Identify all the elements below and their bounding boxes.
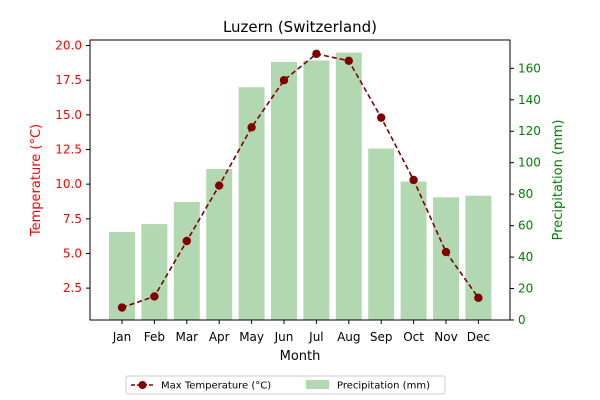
left-tick-label-3: 10.0 xyxy=(55,177,82,191)
left-tick-label-1: 5.0 xyxy=(63,246,82,260)
axes-layer: Jan Feb Mar Apr May Jun Jul Aug Sep Oct Nov Dec 2.5 5… xyxy=(55,39,541,344)
x-tick-label-feb: Feb xyxy=(144,330,165,344)
point-dec xyxy=(474,293,483,303)
right-tick-label-7: 140 xyxy=(518,93,541,107)
left-tick-label-4: 12.5 xyxy=(55,143,82,157)
x-axis-label: Month xyxy=(280,349,321,364)
x-tick-label-jan: Jan xyxy=(112,330,132,344)
x-tick-label-may: May xyxy=(239,330,264,344)
point-jun xyxy=(279,75,289,85)
point-sep xyxy=(377,113,386,122)
right-tick-label-3: 60 xyxy=(518,219,533,233)
bar-jul xyxy=(303,60,330,321)
legend-label-temperature: Max Temperature (°C) xyxy=(161,381,271,392)
right-tick-label-8: 160 xyxy=(518,61,541,75)
point-jul xyxy=(312,49,321,59)
right-tick-label-5: 100 xyxy=(518,156,541,170)
plot-frame xyxy=(89,39,511,321)
point-oct xyxy=(409,175,418,185)
x-tick-label-dec: Dec xyxy=(467,330,490,344)
legend-bar-swatch xyxy=(306,380,329,389)
point-feb xyxy=(150,292,159,301)
left-tick-label-2: 7.5 xyxy=(63,212,82,226)
bar-feb xyxy=(141,224,168,320)
bar-nov xyxy=(433,197,459,320)
bar-mar xyxy=(173,202,200,320)
x-tick-label-sep: Sep xyxy=(370,330,393,344)
bars-layer xyxy=(109,52,492,321)
point-aug xyxy=(344,56,353,65)
x-tick-label-nov: Nov xyxy=(434,330,457,344)
left-tick-label-0: 2.5 xyxy=(63,281,82,295)
legend-line-marker xyxy=(138,381,147,389)
legend: Max Temperature (°C) Precipitation (mm) xyxy=(125,375,446,395)
right-tick-label-6: 120 xyxy=(518,124,541,138)
right-axis-label: Precipitation (mm) xyxy=(551,120,566,241)
right-tick-label-0: 0 xyxy=(518,313,526,327)
x-tick-label-mar: Mar xyxy=(175,330,198,344)
left-axis-label: Temperature (°C) xyxy=(29,124,44,237)
right-tick-label-1: 20 xyxy=(518,282,533,296)
temperature-line xyxy=(121,52,480,309)
bar-sep xyxy=(368,148,395,320)
chart-title: Luzern (Switzerland) xyxy=(223,18,377,36)
bar-jun xyxy=(271,62,297,321)
left-tick-label-5: 15.0 xyxy=(55,108,82,122)
left-tick-label-7: 20.0 xyxy=(55,39,82,53)
right-tick-label-4: 80 xyxy=(518,187,533,201)
line-layer xyxy=(117,49,483,312)
legend-label-precipitation: Precipitation (mm) xyxy=(337,381,430,392)
x-tick-label-apr: Apr xyxy=(209,330,230,344)
right-tick-label-2: 40 xyxy=(518,250,533,264)
point-mar xyxy=(182,236,191,246)
x-tick-label-jul: Jul xyxy=(308,330,323,344)
point-apr xyxy=(215,181,224,190)
bar-apr xyxy=(206,168,233,320)
point-nov xyxy=(441,247,451,257)
x-tick-label-oct: Oct xyxy=(403,330,424,344)
left-tick-label-6: 17.5 xyxy=(55,73,82,87)
bar-may xyxy=(238,87,265,320)
bar-aug xyxy=(335,52,362,321)
x-tick-label-jun: Jun xyxy=(274,330,294,344)
bar-oct xyxy=(400,181,427,320)
point-jan xyxy=(117,303,127,312)
x-tick-label-aug: Aug xyxy=(337,330,360,344)
legend-frame xyxy=(125,375,446,395)
point-may xyxy=(247,123,256,132)
